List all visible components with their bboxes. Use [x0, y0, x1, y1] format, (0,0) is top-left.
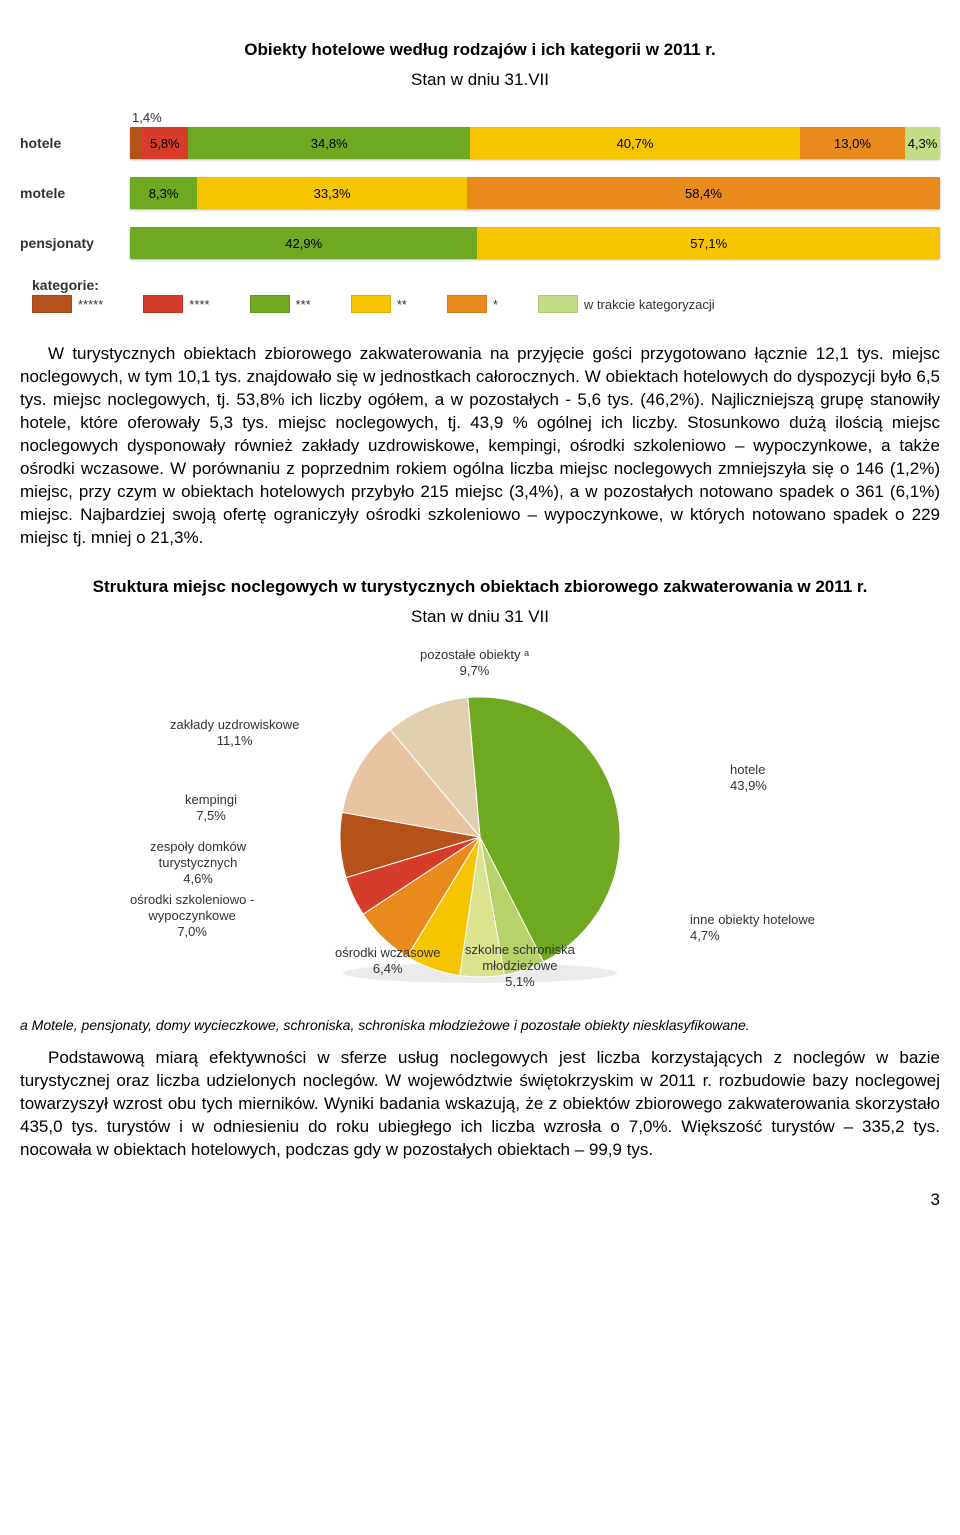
bar-segment: 13,0% — [800, 127, 905, 159]
pie-subheading: Stan w dniu 31 VII — [20, 607, 940, 627]
pie-label: hotele43,9% — [730, 762, 767, 793]
legend-item: *** — [250, 295, 311, 313]
pie-heading: Struktura miejsc noclegowych w turystycz… — [20, 577, 940, 597]
legend-swatch — [143, 295, 183, 313]
legend-item: * — [447, 295, 498, 313]
legend-label: *** — [296, 297, 311, 312]
legend-swatch — [32, 295, 72, 313]
bar-segment: 58,4% — [467, 177, 940, 209]
pie-label: ośrodki szkoleniowo -wypoczynkowe7,0% — [130, 892, 254, 939]
legend-label: * — [493, 297, 498, 312]
legend-title: kategorie: — [32, 277, 940, 293]
bar-segment: 42,9% — [130, 227, 477, 259]
paragraph-1: W turystycznych obiektach zbiorowego zak… — [20, 343, 940, 549]
pie-label: pozostałe obiekty ᵃ9,7% — [420, 647, 529, 678]
legend-label: **** — [189, 297, 209, 312]
bar-segment — [130, 127, 141, 159]
pie-label: ośrodki wczasowe6,4% — [335, 945, 441, 976]
footnote: a Motele, pensjonaty, domy wycieczkowe, … — [20, 1017, 940, 1033]
pie-label: kempingi7,5% — [185, 792, 237, 823]
legend-swatch — [538, 295, 578, 313]
pie-label: inne obiekty hotelowe4,7% — [690, 912, 815, 943]
page-subtitle: Stan w dniu 31.VII — [20, 70, 940, 90]
bar-top-label: 1,4% — [132, 110, 940, 125]
bar-row-label: motele — [20, 185, 130, 201]
bar-segment: 4,3% — [905, 127, 940, 159]
paragraph-2: Podstawową miarą efektywności w sferze u… — [20, 1047, 940, 1162]
legend-item: w trakcie kategoryzacji — [538, 295, 715, 313]
legend-label: ** — [397, 297, 407, 312]
bar-row-label: pensjonaty — [20, 235, 130, 251]
bar-segment: 40,7% — [470, 127, 800, 159]
page-number: 3 — [20, 1190, 940, 1210]
bar-row-label: hotele — [20, 135, 130, 151]
bar-segment: 34,8% — [188, 127, 470, 159]
legend-label: w trakcie kategoryzacji — [584, 297, 715, 312]
bar-segment: 33,3% — [197, 177, 467, 209]
bar-chart: 1,4%hotele 5,8%34,8%40,7%13,0%4,3% motele8… — [20, 110, 940, 313]
legend-item: **** — [143, 295, 209, 313]
bar-segment: 8,3% — [130, 177, 197, 209]
legend-item: ** — [351, 295, 407, 313]
pie-label: zakłady uzdrowiskowe11,1% — [170, 717, 299, 748]
legend-swatch — [250, 295, 290, 313]
pie-label: szkolne schroniskamłodzieżowe5,1% — [465, 942, 575, 989]
legend-swatch — [351, 295, 391, 313]
bar-segment: 5,8% — [141, 127, 188, 159]
legend-item: ***** — [32, 295, 103, 313]
pie-chart: hotele43,9% inne obiekty hotelowe4,7% szko… — [70, 647, 890, 987]
page-title: Obiekty hotelowe według rodzajów i ich k… — [20, 40, 940, 60]
pie-label: zespoły domkówturystycznych4,6% — [150, 839, 246, 886]
legend-swatch — [447, 295, 487, 313]
legend-label: ***** — [78, 297, 103, 312]
bar-segment: 57,1% — [477, 227, 940, 259]
